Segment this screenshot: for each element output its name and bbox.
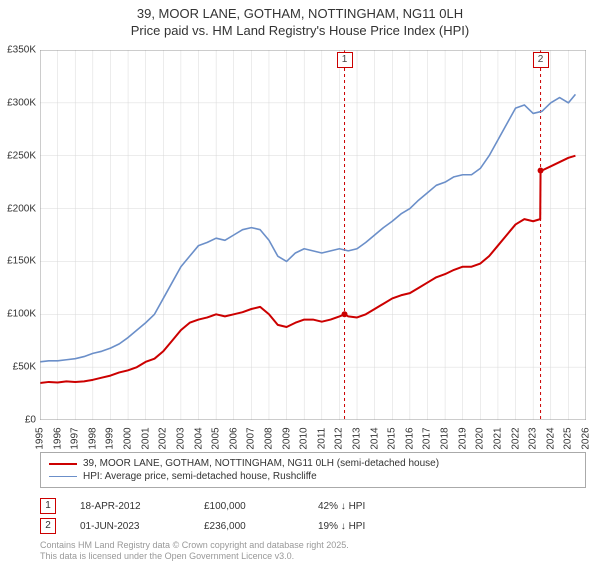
x-tick-label: 1996: [52, 427, 63, 449]
attrib-line-2: This data is licensed under the Open Gov…: [40, 551, 294, 561]
x-tick-label: 2019: [457, 427, 468, 449]
transaction-date: 18-APR-2012: [80, 501, 180, 512]
x-tick-label: 2025: [563, 427, 574, 449]
x-tick-label: 2012: [334, 427, 345, 449]
x-tick-label: 2024: [545, 427, 556, 449]
y-tick-label: £100K: [0, 309, 36, 320]
legend-box: 39, MOOR LANE, GOTHAM, NOTTINGHAM, NG11 …: [40, 452, 586, 488]
x-tick-label: 2006: [228, 427, 239, 449]
legend-swatch: [49, 463, 77, 465]
x-tick-label: 2008: [263, 427, 274, 449]
x-tick-label: 2014: [369, 427, 380, 449]
y-tick-label: £0: [0, 415, 36, 426]
transaction-price: £236,000: [204, 521, 294, 532]
transaction-table: 1 18-APR-2012 £100,000 42% ↓ HPI 2 01-JUN-202…: [40, 496, 586, 536]
chart-marker-2: 2: [533, 52, 549, 68]
chart-marker-1: 1: [337, 52, 353, 68]
legend-row: 39, MOOR LANE, GOTHAM, NOTTINGHAM, NG11 …: [49, 457, 577, 470]
x-tick-label: 2009: [281, 427, 292, 449]
x-tick-label: 2021: [492, 427, 503, 449]
y-tick-label: £200K: [0, 203, 36, 214]
chart-svg: [40, 50, 586, 420]
x-tick-label: 2000: [123, 427, 134, 449]
x-tick-label: 1997: [70, 427, 81, 449]
x-tick-label: 2007: [246, 427, 257, 449]
title-line-2: Price paid vs. HM Land Registry's House …: [131, 23, 469, 38]
y-tick-label: £50K: [0, 362, 36, 373]
x-tick-label: 2017: [422, 427, 433, 449]
x-tick-label: 1998: [87, 427, 98, 449]
x-tick-label: 2020: [475, 427, 486, 449]
x-tick-label: 2018: [440, 427, 451, 449]
transaction-row: 1 18-APR-2012 £100,000 42% ↓ HPI: [40, 496, 586, 516]
x-tick-label: 2003: [175, 427, 186, 449]
transaction-marker: 2: [40, 518, 56, 534]
transaction-date: 01-JUN-2023: [80, 521, 180, 532]
x-tick-label: 2004: [193, 427, 204, 449]
transaction-price: £100,000: [204, 501, 294, 512]
x-tick-label: 2023: [528, 427, 539, 449]
legend-area: 39, MOOR LANE, GOTHAM, NOTTINGHAM, NG11 …: [40, 452, 586, 562]
x-tick-label: 2001: [140, 427, 151, 449]
y-tick-label: £300K: [0, 97, 36, 108]
x-tick-label: 1995: [35, 427, 46, 449]
x-tick-label: 2016: [404, 427, 415, 449]
attrib-line-1: Contains HM Land Registry data © Crown c…: [40, 540, 349, 550]
legend-label: HPI: Average price, semi-detached house,…: [83, 471, 317, 482]
transaction-marker: 1: [40, 498, 56, 514]
legend-label: 39, MOOR LANE, GOTHAM, NOTTINGHAM, NG11 …: [83, 458, 439, 469]
y-tick-label: £350K: [0, 45, 36, 56]
attribution: Contains HM Land Registry data © Crown c…: [40, 540, 586, 562]
x-tick-label: 2013: [352, 427, 363, 449]
x-tick-label: 2002: [158, 427, 169, 449]
x-tick-label: 2005: [211, 427, 222, 449]
chart-title: 39, MOOR LANE, GOTHAM, NOTTINGHAM, NG11 …: [0, 0, 600, 40]
x-tick-label: 2022: [510, 427, 521, 449]
x-tick-label: 1999: [105, 427, 116, 449]
title-line-1: 39, MOOR LANE, GOTHAM, NOTTINGHAM, NG11 …: [137, 6, 463, 21]
x-tick-label: 2015: [387, 427, 398, 449]
transaction-delta: 42% ↓ HPI: [318, 501, 365, 512]
y-tick-label: £150K: [0, 256, 36, 267]
x-tick-label: 2026: [581, 427, 592, 449]
x-tick-label: 2010: [299, 427, 310, 449]
transaction-row: 2 01-JUN-2023 £236,000 19% ↓ HPI: [40, 516, 586, 536]
transaction-delta: 19% ↓ HPI: [318, 521, 365, 532]
legend-row: HPI: Average price, semi-detached house,…: [49, 470, 577, 483]
plot-area: £0£50K£100K£150K£200K£250K£300K£350K 199…: [40, 50, 586, 420]
y-tick-label: £250K: [0, 150, 36, 161]
x-tick-label: 2011: [316, 428, 327, 450]
legend-swatch: [49, 476, 77, 477]
chart-container: 39, MOOR LANE, GOTHAM, NOTTINGHAM, NG11 …: [0, 0, 600, 560]
